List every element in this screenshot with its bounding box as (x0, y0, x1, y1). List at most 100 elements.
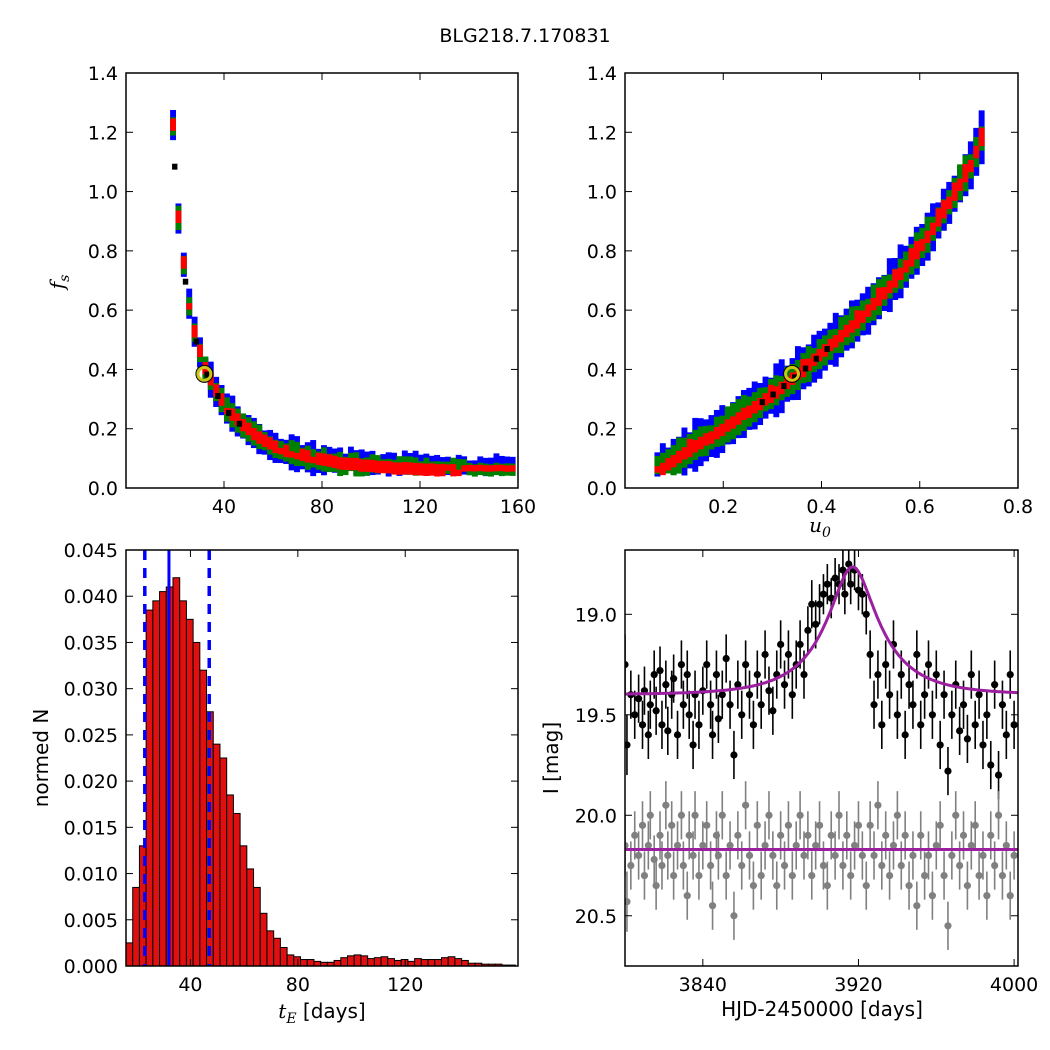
u0-fs-blue-region-cell (757, 418, 764, 426)
u0-fs-red-region-cell (751, 401, 758, 408)
u0-fs-green-region-cell (805, 346, 812, 353)
u0-fs-green-region-cell (821, 359, 828, 366)
u0-fs-blue-region-cell (892, 293, 899, 300)
te-fs-blue-region-cell (170, 110, 176, 117)
lc-black-point (831, 574, 839, 582)
lc-black-point (796, 640, 804, 649)
lc-black-point (683, 670, 691, 679)
u0-fs-green-region-cell (659, 452, 666, 460)
u0-fs-green-region-cell (794, 359, 801, 367)
u0-fs-blue-region-cell (940, 194, 947, 202)
u0-fs-blue-region-cell (913, 226, 920, 234)
u0-fs-red-region-cell (908, 260, 915, 267)
u0-fs-red-region-cell (773, 386, 780, 393)
u0-fs-green-region-cell (951, 177, 958, 185)
u0-fs-green-region-cell (876, 279, 882, 286)
lc-black-point (757, 701, 765, 709)
u0-fs-green-region-cell (730, 409, 737, 416)
te-fs-red-region-cell (428, 469, 435, 476)
u0-fs-red-region-cell (676, 456, 682, 464)
lc-black-point (885, 691, 894, 699)
lc-grey-point (874, 801, 882, 809)
u0-fs-blue-region-cell (692, 423, 699, 431)
u0-fs-green-region-cell (957, 164, 963, 171)
te-fs-blue-region-cell (504, 456, 511, 463)
te-fs-green-region-cell (466, 468, 473, 476)
u0-fs-blue-region-cell (865, 286, 872, 294)
u0-fs-green-region-cell (724, 406, 731, 413)
te-fs-red-region-cell (509, 465, 516, 472)
te-fs-green-region-cell (396, 456, 403, 463)
u0-fs-green-region-cell (751, 415, 758, 423)
hist-ytick-label: 0.045 (64, 540, 118, 562)
u0-fs-green-region-cell (843, 338, 850, 346)
u0-fs-red-region-cell (876, 287, 882, 295)
lc-black-point (928, 711, 936, 719)
u0-fs-red-region-cell (849, 320, 855, 327)
lc-black-point (913, 650, 921, 659)
lc-black-point (658, 721, 666, 729)
u0-fs-green-region-cell (670, 468, 677, 476)
te-fs-green-region-cell (294, 459, 300, 467)
u0-fs-green-region-cell (708, 425, 715, 432)
figure-title: BLG218.7.170831 (439, 25, 610, 47)
u0-fs-green-region-cell (740, 400, 747, 408)
lc-black-point (784, 650, 793, 659)
u0-fs-green-region-cell (730, 426, 737, 434)
te-fs-blue-region-cell (331, 448, 338, 455)
te-fs-red-region-cell (353, 463, 360, 471)
u0-fs-green-region-cell (946, 190, 953, 197)
u0-fs-blue-region-cell (886, 270, 893, 277)
te-fs-red-region-cell (450, 469, 457, 477)
te-fs-red-region-cell (229, 414, 236, 421)
u0-fs-green-region-cell (838, 340, 845, 348)
hist-bar (279, 947, 288, 966)
hist-frame (125, 549, 519, 967)
hist-bar (232, 812, 241, 966)
u0-fs-red-region-cell (746, 411, 753, 418)
te-fs-red-region-cell (218, 393, 225, 400)
lc-black-point (991, 681, 999, 689)
te-fs-red-region-cell (444, 464, 451, 471)
lc-black-point (730, 751, 738, 759)
u0-fs-red-region-cell (670, 454, 677, 462)
u0-fs-black-region-cell (802, 365, 809, 372)
u0-fs-green-region-cell (751, 392, 758, 399)
u0-fs-blue-region-cell (816, 366, 823, 373)
hist-bar (179, 600, 187, 966)
u0-fs-red-region-cell (849, 326, 855, 333)
u0-fs-blue-region-cell (865, 292, 872, 300)
lc-grey-point (866, 821, 874, 829)
te-fs-blue-region-cell (267, 429, 274, 437)
lc-grey-point (738, 861, 746, 870)
u0-fs-blue-region-cell (946, 211, 953, 218)
u0-fs-green-region-cell (773, 399, 780, 406)
lc-grey-point (638, 821, 647, 829)
u0-fs-black-region-cell (824, 346, 830, 352)
te-fs-blue-region-cell (385, 452, 392, 459)
hist-bar (347, 955, 355, 966)
te-fs-red-region-cell (418, 469, 424, 476)
te-fs-blue-region-cell (213, 400, 220, 407)
u0-fs-blue-region-cell (935, 232, 942, 239)
te-fs-red-region-cell (466, 464, 473, 472)
te-fs-blue-region-cell (434, 454, 441, 462)
lc-black-point (874, 670, 882, 679)
lc-grey-point (858, 851, 866, 860)
hist-bar (454, 958, 463, 966)
u0-fs-blue-region-cell (967, 141, 974, 148)
te-fs-black-region-cell (193, 338, 200, 345)
u0-fs-blue-region-cell (811, 340, 818, 348)
te-fs-green-region-cell (245, 417, 252, 424)
u0-fs-green-region-cell (703, 425, 710, 433)
hist-bar (286, 954, 295, 966)
te-fs-red-region-cell (245, 428, 252, 436)
lc-grey-point (959, 831, 968, 839)
te-fs-green-region-cell (337, 469, 344, 477)
lc-black-point (638, 721, 647, 729)
hist-bar (212, 743, 221, 966)
te-fs-red-region-cell (439, 463, 446, 471)
u0-fs-blue-region-cell (924, 212, 931, 220)
lc-black-point (975, 691, 983, 699)
lc-black-point (909, 701, 917, 709)
